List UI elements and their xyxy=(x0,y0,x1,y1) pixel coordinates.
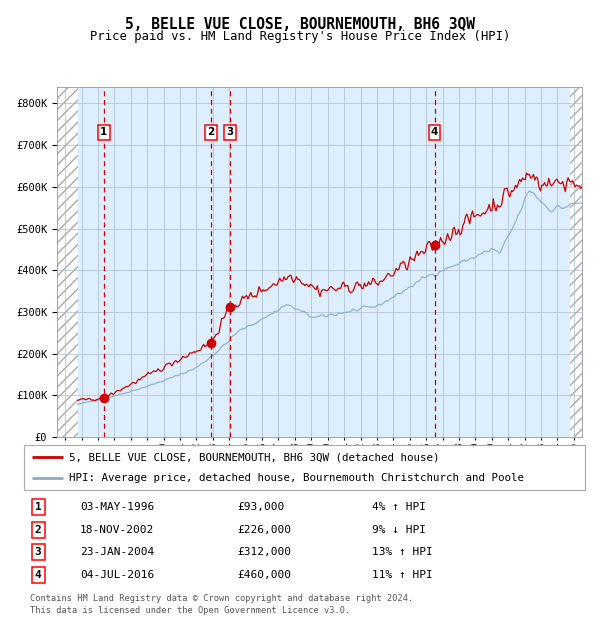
Text: Price paid vs. HM Land Registry's House Price Index (HPI): Price paid vs. HM Land Registry's House … xyxy=(90,30,510,43)
Text: 4% ↑ HPI: 4% ↑ HPI xyxy=(372,502,426,512)
Text: 2: 2 xyxy=(207,127,215,138)
Text: 9% ↓ HPI: 9% ↓ HPI xyxy=(372,525,426,534)
Text: 5, BELLE VUE CLOSE, BOURNEMOUTH, BH6 3QW: 5, BELLE VUE CLOSE, BOURNEMOUTH, BH6 3QW xyxy=(125,17,475,32)
Text: 18-NOV-2002: 18-NOV-2002 xyxy=(80,525,154,534)
Text: 2: 2 xyxy=(35,525,41,534)
Text: 3: 3 xyxy=(35,547,41,557)
Text: 11% ↑ HPI: 11% ↑ HPI xyxy=(372,570,433,580)
Text: 4: 4 xyxy=(431,127,438,138)
Bar xyxy=(569,87,582,437)
Text: 23-JAN-2004: 23-JAN-2004 xyxy=(80,547,154,557)
Text: 04-JUL-2016: 04-JUL-2016 xyxy=(80,570,154,580)
Text: £93,000: £93,000 xyxy=(237,502,284,512)
Text: 1: 1 xyxy=(100,127,107,138)
Text: HPI: Average price, detached house, Bournemouth Christchurch and Poole: HPI: Average price, detached house, Bour… xyxy=(69,474,524,484)
Text: £226,000: £226,000 xyxy=(237,525,291,534)
Text: 13% ↑ HPI: 13% ↑ HPI xyxy=(372,547,433,557)
Text: £312,000: £312,000 xyxy=(237,547,291,557)
Text: 5, BELLE VUE CLOSE, BOURNEMOUTH, BH6 3QW (detached house): 5, BELLE VUE CLOSE, BOURNEMOUTH, BH6 3QW… xyxy=(69,452,439,463)
Text: 4: 4 xyxy=(35,570,41,580)
Text: 1: 1 xyxy=(35,502,41,512)
Text: Contains HM Land Registry data © Crown copyright and database right 2024.: Contains HM Land Registry data © Crown c… xyxy=(30,595,413,603)
Text: This data is licensed under the Open Government Licence v3.0.: This data is licensed under the Open Gov… xyxy=(30,606,350,614)
Text: £460,000: £460,000 xyxy=(237,570,291,580)
FancyBboxPatch shape xyxy=(24,445,585,490)
Bar xyxy=(57,87,77,437)
Text: 3: 3 xyxy=(227,127,234,138)
Text: 03-MAY-1996: 03-MAY-1996 xyxy=(80,502,154,512)
